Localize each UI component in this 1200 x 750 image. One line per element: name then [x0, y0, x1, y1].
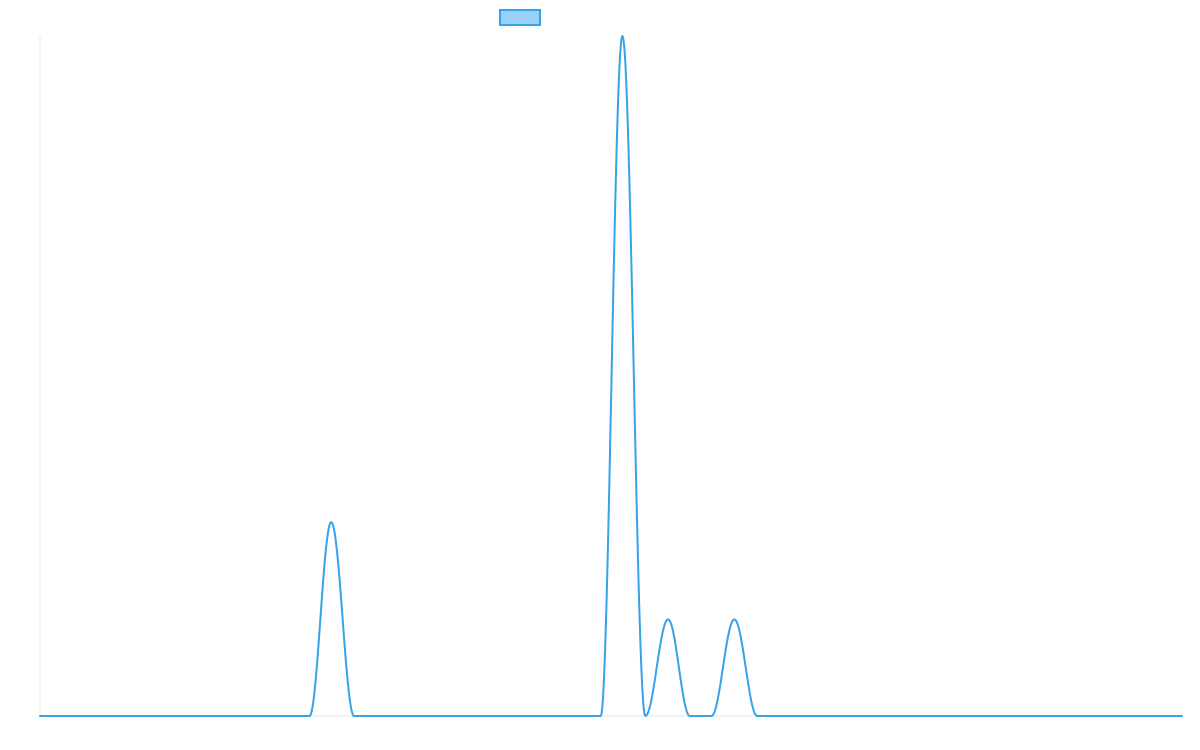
- data-point-peak-2[interactable]: [618, 32, 626, 40]
- data-point-peak-4[interactable]: [730, 615, 738, 623]
- series-layer: [39, 32, 1183, 717]
- series-line: [39, 35, 1183, 717]
- legend[interactable]: [499, 9, 541, 26]
- data-point-peak-3[interactable]: [664, 615, 672, 623]
- legend-swatch[interactable]: [499, 9, 541, 26]
- data-point-peak-1[interactable]: [327, 518, 335, 526]
